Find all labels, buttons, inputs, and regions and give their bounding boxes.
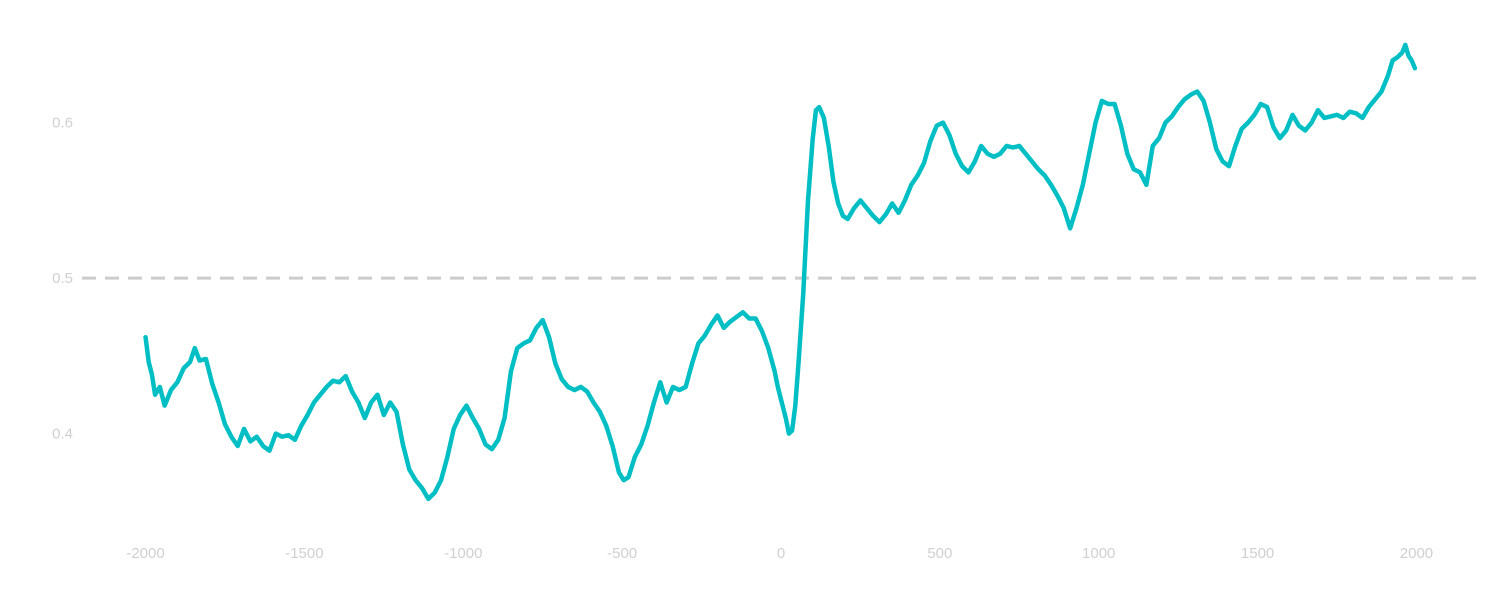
series-line-0 [143, 42, 1418, 502]
x-tick-label: 500 [927, 545, 952, 562]
x-tick-label: 1500 [1241, 545, 1274, 562]
x-tick-label: 2000 [1400, 545, 1433, 562]
x-tick-label: -500 [607, 545, 637, 562]
y-tick-label: 0.6 [52, 115, 73, 132]
y-tick-label: 0.5 [52, 270, 73, 287]
series-layer [143, 42, 1418, 502]
x-tick-label: -1000 [444, 545, 482, 562]
x-tick-label: -2000 [126, 545, 164, 562]
x-tick-label: 1000 [1082, 545, 1115, 562]
x-tick-label: 0 [777, 545, 785, 562]
y-axis-tick-labels: 0.4 0.5 0.6 [52, 115, 73, 443]
y-tick-label: 0.4 [52, 426, 73, 443]
x-axis-tick-labels: -2000 -1500 -1000 -500 0 500 1000 1500 2000 [126, 545, 1433, 562]
x-tick-label: -1500 [285, 545, 323, 562]
